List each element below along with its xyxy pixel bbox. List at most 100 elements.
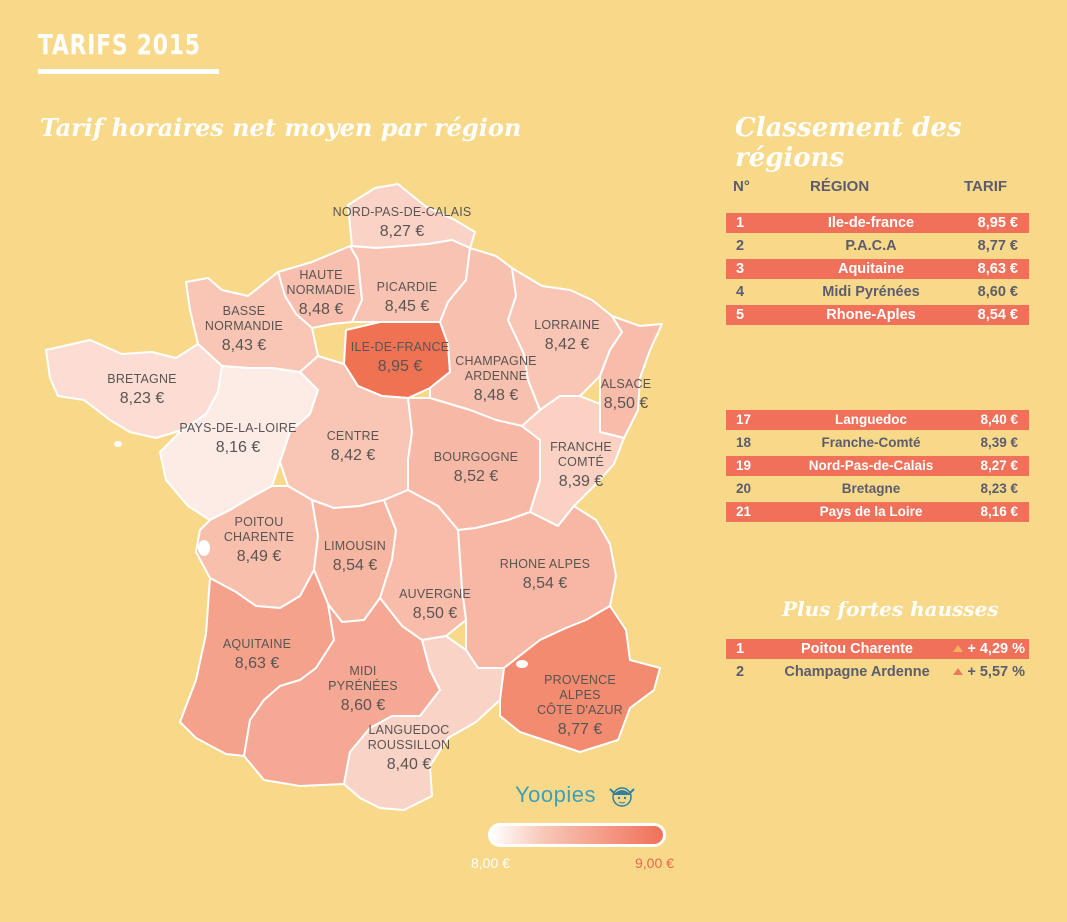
row-rank: 1 (736, 215, 745, 231)
region-shape-franche-comte[interactable] (521, 395, 625, 527)
region-label-pays-de-la-loire: PAYS-DE-LA-LOIRE 8,16 € (172, 421, 304, 457)
row-price: 8,40 € (980, 412, 1018, 427)
region-label-bourgogne: BOURGOGNE 8,52 € (426, 450, 526, 486)
region-label-aquitaine: AQUITAINE 8,63 € (212, 637, 302, 673)
region-value: 8,42 € (544, 336, 590, 353)
region-name: ILE-DE-FRANCE (350, 340, 450, 354)
ranking-row: 5 Rhone-Aples 8,54 € (726, 305, 1029, 325)
row-region: Bretagne (841, 481, 901, 496)
region-name: ALSACE (600, 377, 652, 391)
brand-name: Yoopies (515, 782, 596, 807)
region-value: 8,43 € (221, 337, 267, 354)
region-label-limousin: LIMOUSIN 8,54 € (310, 539, 400, 575)
row-region: Midi Pyrénées (822, 284, 920, 300)
region-name: PICARDIE (376, 280, 438, 294)
header-rank: N° (733, 178, 750, 195)
region-label-poitou-charente: POITOU CHARENTE 8,49 € (214, 515, 304, 566)
region-shape-lorraine[interactable] (507, 267, 623, 411)
region-name: LORRAINE (534, 318, 600, 332)
row-price: 8,77 € (977, 238, 1018, 254)
region-label-champagne-ardenne: CHAMPAGNE ARDENNE 8,48 € (446, 354, 546, 405)
row-change: + 4,29 % (967, 641, 1025, 657)
row-price: 8,27 € (980, 458, 1018, 473)
row-region: Poitou Charente (801, 641, 913, 657)
row-rank: 2 (736, 664, 745, 680)
region-name: PROVENCE ALPES CÔTE D'AZUR (537, 673, 623, 717)
region-value: 8,23 € (119, 390, 165, 407)
region-value: 8,45 € (384, 298, 430, 315)
legend-max-label: 9,00 € (635, 855, 674, 871)
region-value: 8,42 € (330, 447, 376, 464)
region-name: RHONE ALPES (499, 557, 591, 571)
ranking-row: 3 Aquitaine 8,63 € (726, 259, 1029, 279)
row-region: Franche-Comté (821, 435, 921, 450)
region-value: 8,40 € (386, 756, 432, 773)
region-name: LANGUEDOC ROUSSILLON (367, 723, 451, 752)
ranking-row: 4 Midi Pyrénées 8,60 € (726, 282, 1029, 302)
region-label-languedoc-roussillon: LANGUEDOC ROUSSILLON 8,40 € (350, 723, 468, 774)
region-label-haute-normandie: HAUTE NORMADIE 8,48 € (276, 268, 366, 319)
region-value: 8,48 € (473, 387, 519, 404)
ranking-row: 19 Nord-Pas-de-Calais 8,27 € (726, 456, 1029, 476)
increase-row: 2 Champagne Ardenne + 5,57 % (726, 662, 1029, 682)
row-rank: 3 (736, 261, 745, 277)
title-underline (38, 69, 219, 74)
row-rank: 5 (736, 307, 745, 323)
increases-title: Plus fortes hausses (782, 597, 999, 621)
region-value: 8,95 € (377, 358, 423, 375)
header-price: TARIF (964, 178, 1008, 195)
region-name: BRETAGNE (107, 372, 177, 386)
region-value: 8,54 € (522, 575, 568, 592)
region-name: BASSE NORMANDIE (204, 304, 284, 333)
ranking-row: 21 Pays de la Loire 8,16 € (726, 502, 1029, 522)
island-shape (516, 660, 528, 668)
region-label-lorraine: LORRAINE 8,42 € (522, 318, 612, 354)
row-rank: 2 (736, 238, 745, 254)
region-name: HAUTE NORMADIE (286, 268, 356, 297)
region-value: 8,27 € (379, 223, 425, 240)
row-region: P.A.C.A (845, 238, 897, 254)
row-region: Pays de la Loire (819, 504, 923, 519)
region-value: 8,63 € (234, 655, 280, 672)
region-value: 8,16 € (215, 439, 261, 456)
island-shape (114, 441, 122, 447)
region-label-centre: CENTRE 8,42 € (308, 429, 398, 465)
region-value: 8,54 € (332, 557, 378, 574)
region-label-bretagne: BRETAGNE 8,23 € (94, 372, 190, 408)
region-name: MIDI PYRÉNÉES (328, 664, 398, 693)
region-label-ile-de-france: ILE-DE-FRANCE 8,95 € (340, 340, 460, 376)
row-price: 8,63 € (977, 261, 1018, 277)
region-shape-auvergne[interactable] (379, 489, 467, 641)
row-price: 8,39 € (980, 435, 1018, 450)
row-region: Aquitaine (837, 261, 905, 277)
row-region: Rhone-Aples (826, 307, 916, 323)
region-value: 8,48 € (298, 301, 344, 318)
region-shape-languedoc-roussillon[interactable] (343, 635, 505, 811)
region-name: AQUITAINE (222, 637, 292, 651)
ranking-row: 2 P.A.C.A 8,77 € (726, 236, 1029, 256)
island-shape (198, 540, 210, 556)
legend-gradient-bar (488, 823, 666, 847)
row-rank: 20 (736, 481, 752, 496)
region-value: 8,49 € (236, 548, 282, 565)
ranking-row: 20 Bretagne 8,23 € (726, 479, 1029, 499)
triangle-up-icon (953, 668, 964, 675)
region-shape-provence-alpes-cote-dazur[interactable] (499, 605, 661, 753)
region-name: PAYS-DE-LA-LOIRE (179, 421, 297, 435)
triangle-up-icon (953, 645, 964, 652)
region-label-franche-comte: FRANCHE COMTÉ 8,39 € (536, 440, 626, 491)
legend-min-label: 8,00 € (471, 855, 510, 871)
region-value: 8,50 € (603, 395, 649, 412)
row-region: Nord-Pas-de-Calais (808, 458, 934, 473)
row-price: 8,60 € (977, 284, 1018, 300)
row-region: Languedoc (834, 412, 907, 427)
row-price: 8,23 € (980, 481, 1018, 496)
ranking-row: 1 Ile-de-france 8,95 € (726, 213, 1029, 233)
region-label-alsace: ALSACE 8,50 € (586, 377, 666, 413)
region-label-picardie: PICARDIE 8,45 € (362, 280, 452, 316)
row-rank: 18 (736, 435, 752, 450)
region-name: CENTRE (326, 429, 380, 443)
region-value: 8,60 € (340, 697, 386, 714)
row-region: Champagne Ardenne (784, 664, 930, 680)
